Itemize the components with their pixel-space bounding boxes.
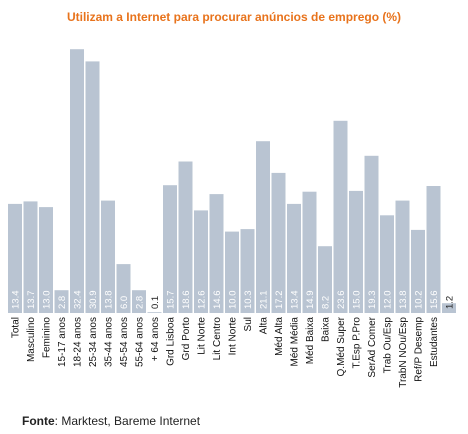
value-label-4: 32.4 — [73, 291, 84, 310]
category-label-6: 35-44 anos — [104, 317, 115, 367]
category-label-14: Int Norte — [228, 317, 239, 356]
bar-15 — [240, 229, 255, 313]
bar-19 — [302, 191, 317, 313]
bar-7 — [116, 264, 131, 313]
bar-11 — [178, 161, 193, 313]
bar-17 — [271, 172, 286, 313]
value-label-11: 18.6 — [181, 291, 192, 310]
category-label-2: Feminino — [42, 317, 53, 359]
category-label-21: Q.Méd Super — [336, 316, 347, 376]
bar-3 — [54, 290, 69, 313]
bar-10 — [163, 185, 177, 313]
value-label-8: 2.8 — [135, 296, 146, 309]
chart-title: Utilizam a Internet para procurar anúnci… — [66, 10, 402, 24]
bar-13 — [209, 194, 224, 313]
bar-27 — [426, 186, 441, 313]
value-label-22: 15.0 — [352, 291, 363, 310]
bar-1 — [23, 201, 38, 313]
category-label-25: TrabN NOu/Esp — [398, 317, 409, 388]
value-label-23: 19.3 — [367, 291, 378, 310]
category-label-15: Sul — [243, 317, 254, 331]
category-label-24: Trab Ou/Esp — [383, 317, 394, 374]
category-label-5: 25-34 anos — [88, 317, 99, 367]
bar-26 — [411, 229, 425, 313]
bar-25 — [395, 200, 410, 313]
value-label-12: 12.6 — [197, 291, 208, 310]
value-label-2: 13.0 — [42, 291, 53, 310]
value-label-21: 23.6 — [336, 291, 347, 310]
category-label-13: Lit Centro — [212, 317, 223, 361]
category-label-9: + 64 anos — [150, 317, 161, 361]
bar-12 — [194, 210, 208, 313]
bar-23 — [364, 155, 379, 313]
value-label-1: 13.7 — [26, 291, 37, 310]
category-label-12: Lit Norte — [197, 317, 208, 355]
bar-6 — [101, 200, 115, 313]
value-label-9: 0.1 — [150, 296, 161, 309]
value-label-13: 14.6 — [212, 291, 223, 310]
value-label-7: 6.0 — [119, 296, 130, 309]
category-label-17: Méd Alta — [274, 317, 285, 356]
category-label-23: SerAd Comer — [367, 316, 378, 377]
category-label-4: 18-24 anos — [73, 317, 84, 367]
value-label-14: 10.0 — [228, 291, 239, 310]
category-label-22: T.Esp P.Pro — [352, 317, 363, 369]
value-label-17: 17.2 — [274, 291, 285, 310]
bar-16 — [256, 141, 270, 313]
bar-24 — [380, 215, 394, 313]
bar-28 — [442, 303, 456, 313]
bar-8 — [132, 290, 146, 313]
value-label-28: 1.2 — [445, 296, 456, 309]
bar-22 — [349, 190, 363, 313]
value-label-20: 8.2 — [321, 296, 332, 309]
category-label-19: Méd Baixa — [305, 317, 316, 365]
category-label-18: Méd Média — [290, 317, 301, 367]
category-label-3: 15-17 anos — [57, 317, 68, 367]
source-note: Fonte: Marktest, Bareme Internet — [22, 414, 200, 428]
source-text: : Marktest, Bareme Internet — [54, 414, 201, 428]
bar-0 — [8, 203, 22, 313]
bar-21 — [333, 120, 348, 313]
bar-20 — [318, 246, 332, 313]
bar-2 — [39, 207, 53, 313]
category-label-0: Total — [11, 317, 22, 338]
value-label-0: 13.4 — [11, 291, 22, 310]
value-label-24: 12.0 — [383, 291, 394, 310]
category-label-20: Baixa — [321, 317, 332, 342]
bar-18 — [287, 203, 301, 313]
category-label-8: 55-64 anos — [135, 317, 146, 367]
category-label-10: Grd Lisboa — [166, 317, 177, 366]
bar-9 — [147, 312, 162, 313]
value-label-3: 2.8 — [57, 296, 68, 309]
value-label-26: 10.2 — [414, 291, 425, 310]
category-label-11: Grd Porto — [181, 317, 192, 361]
category-label-7: 45-54 anos — [119, 317, 130, 367]
source-prefix: Fonte — [22, 414, 55, 428]
category-label-26: Ref/P Desemp — [414, 317, 425, 382]
value-label-5: 30.9 — [88, 291, 99, 310]
value-label-25: 13.8 — [398, 291, 409, 310]
value-label-27: 15.6 — [429, 291, 440, 310]
category-label-1: Masculino — [26, 317, 37, 362]
bar-4 — [70, 49, 84, 313]
value-label-10: 15.7 — [166, 291, 177, 310]
value-label-19: 14.9 — [305, 291, 316, 310]
value-label-18: 13.4 — [290, 291, 301, 310]
bar-14 — [225, 231, 239, 313]
category-label-27: Estudantes — [429, 317, 440, 367]
value-label-16: 21.1 — [259, 291, 270, 310]
value-label-6: 13.8 — [104, 291, 115, 310]
category-label-16: Alta — [259, 317, 270, 335]
bar-5 — [85, 61, 100, 314]
value-label-15: 10.3 — [243, 291, 254, 310]
